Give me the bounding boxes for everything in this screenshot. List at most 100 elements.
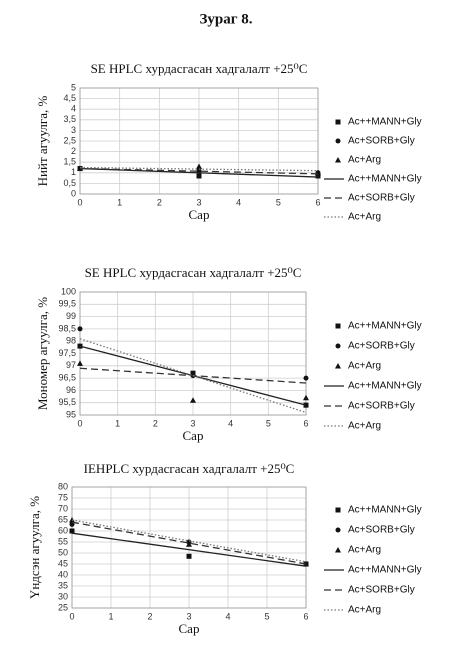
legend-label: Ac++MANN+Gly: [348, 321, 422, 332]
x-tick-label: 4: [225, 611, 230, 621]
y-tick-label: 50: [58, 547, 68, 557]
y-tick-label: 95,5: [58, 397, 76, 407]
marker-triangle: [335, 547, 341, 553]
x-tick-label: 6: [303, 418, 308, 428]
y-tick-label: 1: [71, 167, 76, 177]
y-tick-label: 30: [58, 591, 68, 601]
x-tick-label: 3: [190, 418, 195, 428]
legend-label: Ac++MANN+Gly: [348, 381, 422, 392]
x-tick-label: 4: [236, 197, 241, 207]
chart-title: IEHPLC хурдасгасан хадгалалт +25⁰C: [84, 461, 295, 476]
legend-label: Ac+Arg: [348, 212, 381, 223]
x-tick-label: 0: [69, 611, 74, 621]
page: {"title": "Зураг 8.", "chart_data": [ {"…: [0, 0, 453, 667]
x-tick-label: 6: [303, 611, 308, 621]
marker-triangle: [190, 397, 196, 403]
legend-label: Ac++MANN+Gly: [348, 117, 422, 128]
legend-label: Ac+SORB+Gly: [348, 341, 415, 352]
x-tick-label: 1: [117, 197, 122, 207]
page-figure: Зураг 8. SE HPLC хурдасгасан хадгалалт +…: [0, 0, 453, 667]
y-tick-label: 4: [71, 104, 76, 114]
y-tick-label: 3,5: [63, 114, 76, 124]
figure-title: Зураг 8.: [199, 11, 252, 27]
legend-label: Ac+Arg: [348, 421, 381, 432]
x-tick-label: 2: [153, 418, 158, 428]
y-tick-label: 99,5: [58, 299, 76, 309]
x-tick-label: 5: [276, 197, 281, 207]
y-tick-label: 100: [61, 286, 76, 296]
y-tick-label: 98,5: [58, 323, 76, 333]
marker-circle: [304, 376, 309, 381]
legend-label: Ac+SORB+Gly: [348, 585, 415, 596]
x-tick-label: 1: [115, 418, 120, 428]
y-tick-label: 70: [58, 503, 68, 513]
legend-label: Ac+SORB+Gly: [348, 525, 415, 536]
legend-label: Ac++MANN+Gly: [348, 505, 422, 516]
legend-label: Ac++MANN+Gly: [348, 565, 422, 576]
x-tick-label: 5: [264, 611, 269, 621]
y-tick-label: 1,5: [63, 157, 76, 167]
marker-circle: [336, 139, 341, 144]
y-tick-label: 95: [66, 409, 76, 419]
legend-label: Ac+SORB+Gly: [348, 401, 415, 412]
marker-circle: [78, 326, 83, 331]
y-tick-label: 96,5: [58, 372, 76, 382]
marker-square: [336, 324, 341, 329]
y-tick-label: 55: [58, 536, 68, 546]
y-tick-label: 60: [58, 525, 68, 535]
y-tick-label: 0,5: [63, 178, 76, 188]
y-tick-label: 4,5: [63, 93, 76, 103]
marker-circle: [336, 344, 341, 349]
y-tick-label: 5: [71, 82, 76, 92]
x-tick-label: 3: [196, 197, 201, 207]
marker-square: [336, 120, 341, 125]
chart-title: SE HPLC хурдасгасан хадгалалт +25⁰C: [91, 61, 308, 76]
marker-triangle: [77, 360, 83, 366]
legend-label: Ac+Arg: [348, 361, 381, 372]
y-tick-label: 65: [58, 514, 68, 524]
y-axis-label: Үндсэн агуулга, %: [27, 496, 42, 599]
legend-label: Ac+Arg: [348, 605, 381, 616]
y-tick-label: 98: [66, 336, 76, 346]
marker-square: [70, 529, 75, 534]
y-tick-label: 99: [66, 311, 76, 321]
x-axis-label: Сар: [189, 207, 210, 222]
marker-square: [336, 508, 341, 513]
y-axis-label: Нийт агуулга, %: [35, 95, 50, 186]
x-tick-label: 0: [77, 197, 82, 207]
legend-label: Ac+Arg: [348, 155, 381, 166]
x-tick-label: 2: [147, 611, 152, 621]
y-axis-label: Мономер агуулга, %: [35, 297, 50, 410]
x-tick-label: 5: [266, 418, 271, 428]
chart-title: SE HPLC хурдасгасан хадгалалт +25⁰C: [85, 265, 302, 280]
y-tick-label: 3: [71, 125, 76, 135]
x-axis-label: Сар: [179, 621, 200, 636]
y-tick-label: 2: [71, 146, 76, 156]
marker-triangle: [196, 163, 202, 169]
marker-circle: [336, 528, 341, 533]
marker-triangle: [335, 363, 341, 369]
y-tick-label: 25: [58, 602, 68, 612]
marker-triangle: [335, 157, 341, 163]
x-tick-label: 3: [186, 611, 191, 621]
x-axis-label: Сар: [183, 428, 204, 443]
y-tick-label: 45: [58, 558, 68, 568]
marker-square: [197, 173, 202, 178]
x-tick-label: 4: [228, 418, 233, 428]
y-tick-label: 75: [58, 492, 68, 502]
x-tick-label: 2: [157, 197, 162, 207]
y-tick-label: 80: [58, 481, 68, 491]
legend-label: Ac++MANN+Gly: [348, 174, 422, 185]
y-tick-label: 2,5: [63, 135, 76, 145]
x-tick-label: 6: [315, 197, 320, 207]
y-tick-label: 35: [58, 580, 68, 590]
legend-label: Ac+SORB+Gly: [348, 136, 415, 147]
y-tick-label: 97: [66, 360, 76, 370]
y-tick-label: 97,5: [58, 348, 76, 358]
x-tick-label: 1: [108, 611, 113, 621]
y-tick-label: 40: [58, 569, 68, 579]
marker-triangle: [303, 395, 309, 401]
y-tick-label: 96: [66, 385, 76, 395]
legend-label: Ac+SORB+Gly: [348, 193, 415, 204]
marker-square: [187, 554, 192, 559]
